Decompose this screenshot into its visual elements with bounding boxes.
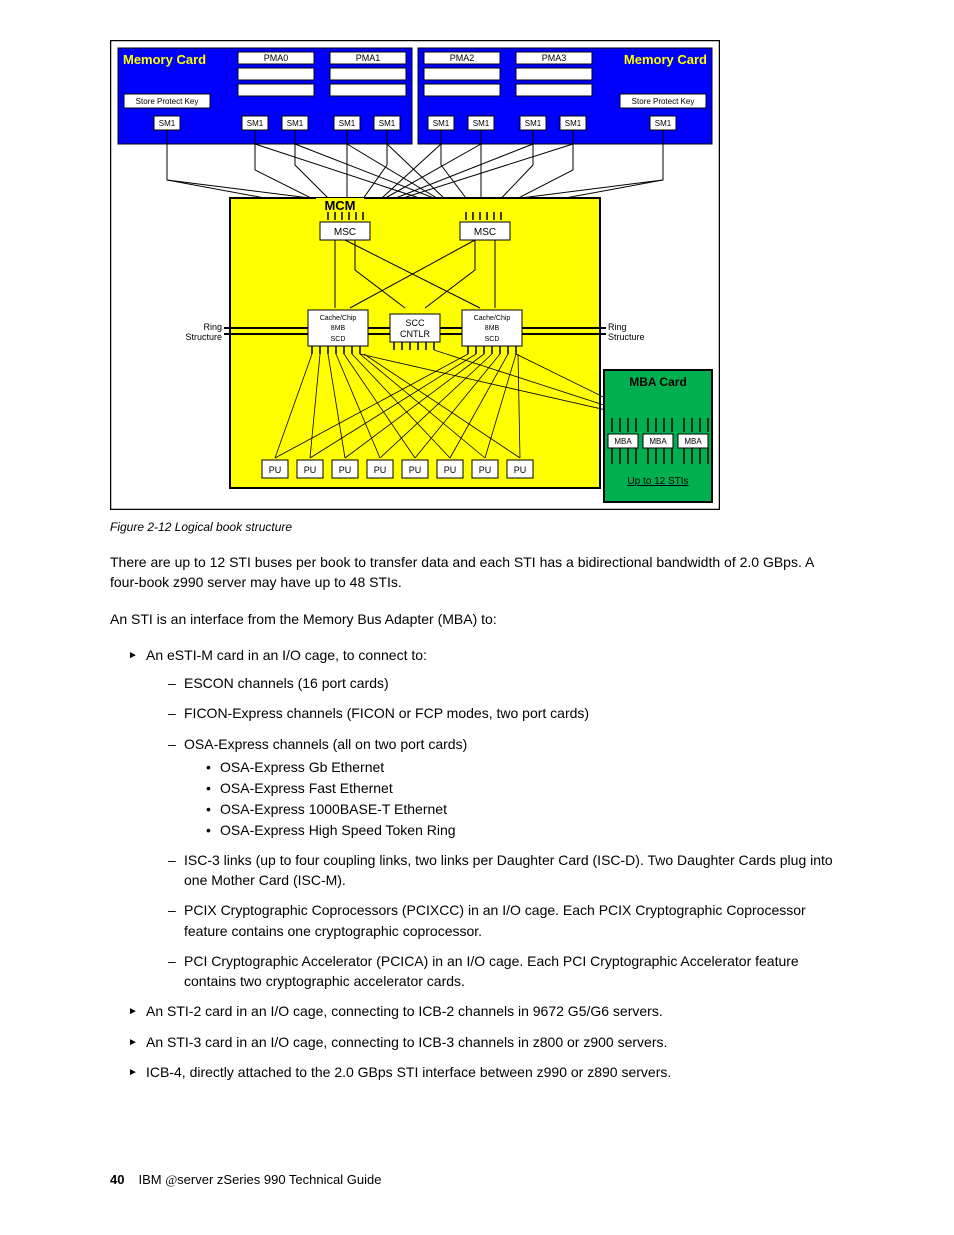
svg-text:SM1: SM1 — [379, 119, 396, 128]
svg-text:MBA: MBA — [684, 437, 702, 446]
svg-text:PMA1: PMA1 — [356, 53, 381, 63]
paragraph-2: An STI is an interface from the Memory B… — [110, 609, 844, 629]
list-item: OSA-Express Gb Ethernet — [206, 758, 844, 777]
svg-text:Memory Card: Memory Card — [624, 52, 707, 67]
svg-text:Cache/Chip: Cache/Chip — [320, 315, 357, 322]
svg-text:MBA Card: MBA Card — [629, 375, 687, 389]
svg-text:Up to 12 STIs: Up to 12 STIs — [627, 476, 688, 487]
list-item: ISC-3 links (up to four coupling links, … — [168, 850, 844, 891]
svg-text:Store Protect Key: Store Protect Key — [632, 97, 695, 106]
svg-text:PMA3: PMA3 — [542, 53, 567, 63]
svg-text:MSC: MSC — [474, 227, 496, 238]
svg-text:SM1: SM1 — [473, 119, 490, 128]
svg-text:SM1: SM1 — [287, 119, 304, 128]
list-item: ESCON channels (16 port cards) — [168, 673, 844, 693]
svg-text:PU: PU — [269, 465, 282, 475]
svg-text:MSC: MSC — [334, 227, 356, 238]
svg-text:PMA0: PMA0 — [264, 53, 289, 63]
list-item: OSA-Express High Speed Token Ring — [206, 821, 844, 840]
svg-text:PU: PU — [479, 465, 492, 475]
svg-text:Cache/Chip: Cache/Chip — [474, 315, 511, 322]
svg-text:8MB: 8MB — [331, 325, 346, 332]
book-title: IBM @server zSeries 990 Technical Guide — [138, 1172, 381, 1188]
list-item: OSA-Express Fast Ethernet — [206, 779, 844, 798]
list-item: PCI Cryptographic Accelerator (PCICA) in… — [168, 951, 844, 992]
svg-text:PU: PU — [374, 465, 387, 475]
svg-text:CNTLR: CNTLR — [400, 329, 431, 339]
svg-text:Ring: Ring — [608, 322, 627, 332]
svg-text:PU: PU — [444, 465, 457, 475]
svg-text:PU: PU — [304, 465, 317, 475]
list-item-text: OSA-Express channels (all on two port ca… — [184, 736, 467, 752]
svg-text:SM1: SM1 — [247, 119, 264, 128]
svg-text:Ring: Ring — [203, 322, 222, 332]
svg-text:SM1: SM1 — [655, 119, 672, 128]
page-number: 40 — [110, 1172, 124, 1187]
svg-text:SCD: SCD — [485, 336, 500, 343]
svg-text:SM1: SM1 — [339, 119, 356, 128]
list-item: ICB-4, directly attached to the 2.0 GBps… — [128, 1062, 844, 1082]
list-item: OSA-Express channels (all on two port ca… — [168, 734, 844, 840]
list-item: An eSTI-M card in an I/O cage, to connec… — [128, 645, 844, 992]
figure-diagram: Memory Card Memory Card PMA0 PMA1 PMA2 P… — [110, 40, 844, 510]
svg-text:Structure: Structure — [608, 332, 645, 342]
svg-text:MBA: MBA — [649, 437, 667, 446]
svg-text:PU: PU — [339, 465, 352, 475]
svg-text:SM1: SM1 — [433, 119, 450, 128]
list-item-text: An eSTI-M card in an I/O cage, to connec… — [146, 647, 427, 663]
list-item: OSA-Express 1000BASE-T Ethernet — [206, 800, 844, 819]
svg-text:PU: PU — [514, 465, 527, 475]
svg-text:SCC: SCC — [405, 318, 425, 328]
list-item: An STI-2 card in an I/O cage, connecting… — [128, 1001, 844, 1021]
list-item: FICON-Express channels (FICON or FCP mod… — [168, 703, 844, 723]
svg-text:SCD: SCD — [331, 336, 346, 343]
svg-text:SM1: SM1 — [159, 119, 176, 128]
svg-text:Structure: Structure — [185, 332, 222, 342]
svg-text:PMA2: PMA2 — [450, 53, 475, 63]
svg-text:SM1: SM1 — [525, 119, 542, 128]
svg-text:Memory Card: Memory Card — [123, 52, 206, 67]
svg-text:8MB: 8MB — [485, 325, 500, 332]
svg-text:MCM: MCM — [324, 198, 355, 213]
list-item: PCIX Cryptographic Coprocessors (PCIXCC)… — [168, 900, 844, 941]
svg-text:PU: PU — [409, 465, 422, 475]
svg-text:MBA: MBA — [614, 437, 632, 446]
svg-text:SM1: SM1 — [565, 119, 582, 128]
paragraph-1: There are up to 12 STI buses per book to… — [110, 552, 844, 593]
list-item: An STI-3 card in an I/O cage, connecting… — [128, 1032, 844, 1052]
svg-text:Store Protect Key: Store Protect Key — [136, 97, 199, 106]
page-footer: 40 IBM @server zSeries 990 Technical Gui… — [110, 1172, 844, 1188]
figure-caption: Figure 2-12 Logical book structure — [110, 520, 844, 534]
